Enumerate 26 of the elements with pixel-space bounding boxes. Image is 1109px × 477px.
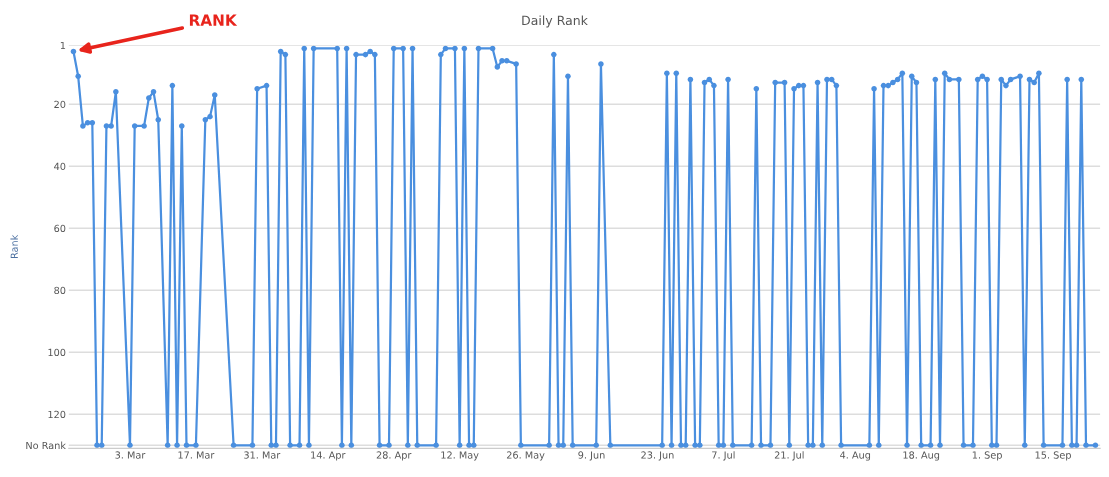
x-tick-label: 9. Jun: [578, 451, 605, 461]
y-tick-label: 80: [54, 286, 66, 295]
y-tick-label: No Rank: [26, 441, 66, 450]
y-tick-label: 20: [54, 100, 66, 109]
x-tick-label: 12. May: [441, 451, 479, 461]
y-tick-label: 40: [54, 162, 66, 171]
x-tick-label: 26. May: [506, 451, 545, 461]
x-tick-label: 21. Jul: [774, 451, 804, 461]
x-tick-label: 18. Aug: [903, 451, 940, 461]
chart-title: Daily Rank: [522, 15, 588, 28]
x-tick-label: 23. Jun: [641, 451, 674, 461]
x-tick-label: 17. Mar: [178, 451, 215, 459]
x-tick-label: 31. Mar: [244, 451, 281, 459]
x-tick-label: 14. Apr: [311, 451, 346, 461]
x-tick-label: 7. Jul: [712, 451, 735, 461]
y-tick-label: 120: [48, 410, 66, 419]
annotation: RANK: [189, 14, 238, 26]
x-tick-label: 28. Apr: [376, 451, 412, 461]
x-tick-label: 3. Mar: [115, 451, 146, 459]
x-tick-label: 15. Sep: [1035, 451, 1071, 461]
x-tick-label: 1. Sep: [972, 451, 1002, 461]
y-tick-label: 100: [48, 348, 66, 357]
y-tick-label: 1: [60, 41, 66, 50]
y-tick-label: 60: [54, 224, 66, 233]
x-tick-label: 4. Aug: [840, 451, 871, 461]
y-axis-title: Rank: [10, 234, 18, 259]
